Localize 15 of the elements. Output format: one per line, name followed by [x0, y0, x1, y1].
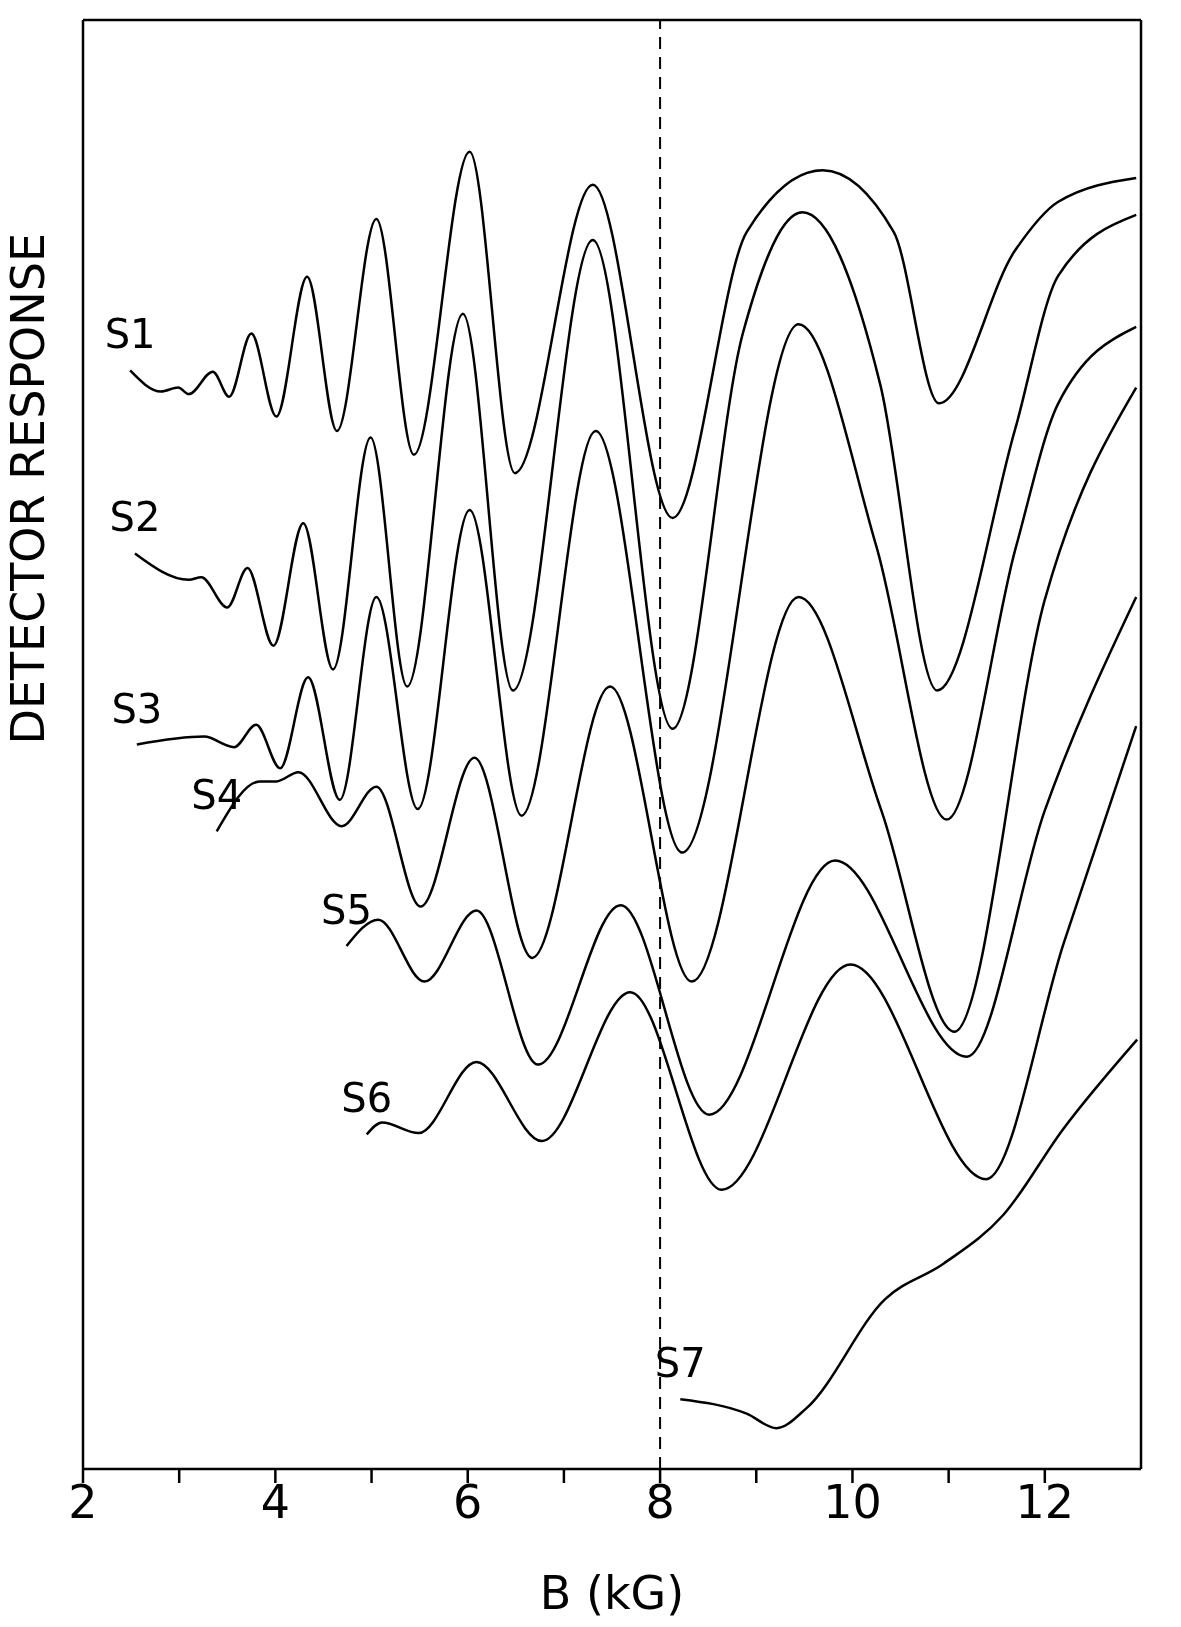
x-tick-label: 4: [260, 1474, 290, 1529]
x-tick-label: 10: [823, 1474, 882, 1529]
x-tick-label: 2: [68, 1474, 98, 1529]
x-tick-label: 12: [1015, 1474, 1075, 1529]
x-tick-label: 6: [453, 1474, 483, 1529]
series-label: S6: [341, 1075, 393, 1122]
x-tick-label: 8: [645, 1474, 675, 1529]
series-label: S2: [109, 494, 161, 541]
series-label: S5: [321, 887, 372, 934]
series-label: S7: [654, 1340, 706, 1387]
series-label: S3: [111, 685, 163, 732]
y-axis-title: DETECTOR RESPONSE: [1, 232, 56, 745]
series-label: S4: [191, 772, 243, 819]
x-axis-title: B (kG): [539, 1566, 685, 1620]
series-label: S1: [104, 311, 156, 358]
